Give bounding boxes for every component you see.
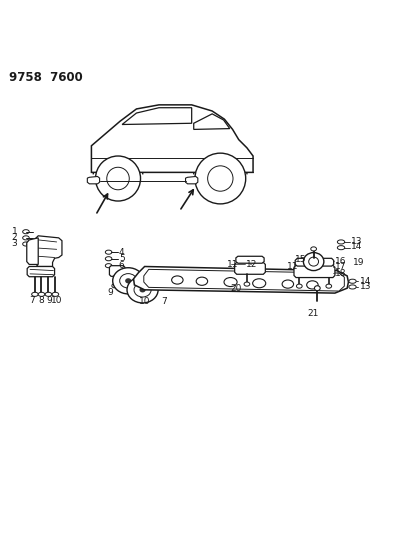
Text: 12: 12 [246, 260, 257, 269]
Ellipse shape [326, 284, 332, 288]
Text: 10: 10 [139, 297, 150, 306]
Text: 21: 21 [307, 309, 319, 318]
Polygon shape [133, 266, 349, 293]
Ellipse shape [349, 279, 356, 283]
Text: 2: 2 [12, 233, 17, 243]
Ellipse shape [297, 284, 302, 288]
Text: 6: 6 [119, 261, 124, 270]
Polygon shape [185, 176, 198, 184]
Ellipse shape [224, 278, 237, 287]
Ellipse shape [127, 277, 158, 303]
Text: 20: 20 [231, 284, 242, 293]
Polygon shape [87, 176, 100, 184]
Ellipse shape [23, 230, 29, 234]
Polygon shape [91, 105, 253, 172]
Ellipse shape [134, 282, 151, 297]
Text: 11: 11 [227, 260, 239, 269]
Ellipse shape [349, 285, 356, 289]
Polygon shape [122, 108, 192, 125]
Polygon shape [110, 265, 125, 276]
Text: 7: 7 [29, 296, 35, 304]
Ellipse shape [120, 273, 137, 288]
Ellipse shape [314, 286, 320, 290]
Text: 9758  7600: 9758 7600 [9, 71, 82, 84]
Ellipse shape [105, 250, 112, 254]
Polygon shape [27, 266, 54, 277]
Polygon shape [35, 236, 62, 266]
Polygon shape [294, 265, 335, 278]
Text: 16: 16 [335, 257, 346, 265]
Text: 15: 15 [295, 255, 307, 264]
Ellipse shape [139, 287, 146, 293]
Polygon shape [236, 256, 264, 263]
Ellipse shape [196, 277, 208, 285]
Ellipse shape [52, 292, 59, 296]
Text: 17: 17 [335, 262, 346, 271]
Ellipse shape [105, 264, 112, 268]
Ellipse shape [307, 281, 318, 289]
Ellipse shape [107, 167, 129, 190]
Ellipse shape [195, 153, 246, 204]
Ellipse shape [23, 242, 29, 246]
Ellipse shape [112, 284, 117, 288]
Ellipse shape [337, 246, 345, 250]
Text: 11: 11 [287, 262, 299, 271]
Ellipse shape [311, 247, 316, 251]
Polygon shape [194, 114, 230, 130]
Ellipse shape [125, 278, 131, 284]
Ellipse shape [244, 282, 250, 286]
Text: 9: 9 [107, 288, 113, 297]
Ellipse shape [253, 279, 266, 288]
Text: 1: 1 [12, 227, 17, 236]
Ellipse shape [309, 257, 318, 266]
Polygon shape [235, 262, 265, 274]
Text: 9: 9 [46, 296, 52, 304]
Text: 7: 7 [161, 297, 167, 306]
Polygon shape [295, 259, 334, 266]
Text: 14: 14 [359, 277, 371, 286]
Polygon shape [27, 238, 38, 264]
Text: 3: 3 [12, 239, 17, 248]
Text: 18: 18 [335, 269, 346, 278]
Text: 14: 14 [351, 243, 363, 252]
Ellipse shape [113, 268, 144, 294]
Ellipse shape [172, 276, 183, 284]
Text: 5: 5 [119, 254, 124, 263]
Ellipse shape [23, 236, 29, 240]
Text: 10: 10 [51, 296, 62, 304]
Text: 13: 13 [359, 282, 371, 292]
Ellipse shape [303, 253, 324, 271]
Text: 13: 13 [351, 237, 363, 246]
Ellipse shape [282, 280, 294, 288]
Ellipse shape [105, 257, 112, 261]
Text: 8: 8 [38, 296, 44, 304]
Ellipse shape [337, 240, 345, 244]
Ellipse shape [208, 166, 233, 191]
Polygon shape [144, 269, 344, 291]
Text: 19: 19 [353, 258, 365, 267]
Ellipse shape [38, 292, 45, 296]
Ellipse shape [32, 292, 38, 296]
Ellipse shape [45, 292, 52, 296]
Text: 4: 4 [119, 248, 124, 257]
Ellipse shape [96, 156, 140, 201]
